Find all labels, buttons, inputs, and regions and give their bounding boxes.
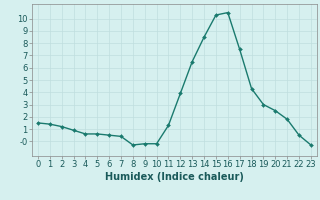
X-axis label: Humidex (Indice chaleur): Humidex (Indice chaleur) bbox=[105, 172, 244, 182]
